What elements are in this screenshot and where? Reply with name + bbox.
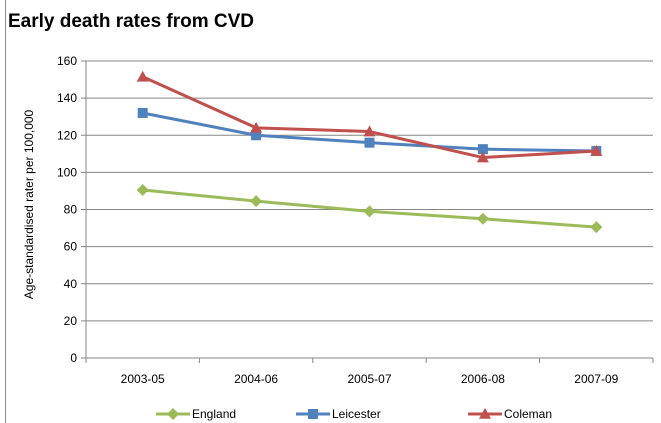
x-tick-label: 2004-06 bbox=[234, 372, 278, 386]
data-point bbox=[250, 121, 263, 133]
y-tick-label: 140 bbox=[57, 91, 77, 105]
data-point bbox=[590, 145, 603, 156]
legend-item: Leicester bbox=[296, 407, 381, 421]
x-tick-label: 2005-07 bbox=[347, 372, 391, 386]
y-tick-label: 160 bbox=[57, 54, 77, 68]
series bbox=[136, 70, 603, 234]
series-coleman bbox=[136, 70, 603, 163]
x-tick-labels: 2003-05 2004-06 2005-07 2006-08 2007-09 bbox=[85, 358, 654, 386]
data-point bbox=[476, 151, 489, 163]
y-tick-label: 20 bbox=[64, 314, 78, 328]
data-point bbox=[363, 205, 376, 218]
data-point bbox=[136, 70, 149, 82]
x-tick-label: 2006-08 bbox=[461, 372, 505, 386]
frame-left-border bbox=[5, 0, 6, 423]
y-tick-label: 80 bbox=[64, 203, 78, 217]
legend-marker bbox=[167, 408, 179, 420]
legend-label: Leicester bbox=[332, 407, 381, 421]
series-england bbox=[136, 184, 603, 234]
x-tick-label: 2003-05 bbox=[121, 372, 165, 386]
y-tick-label: 0 bbox=[70, 351, 77, 365]
legend-marker bbox=[308, 409, 318, 419]
data-point bbox=[590, 221, 603, 234]
data-point bbox=[364, 137, 375, 148]
y-tick-label: 60 bbox=[64, 240, 78, 254]
gridlines bbox=[86, 60, 653, 322]
data-point bbox=[363, 125, 376, 137]
y-tick-label: 120 bbox=[57, 128, 77, 142]
legend-marker bbox=[479, 408, 491, 419]
x-tick-label: 2007-09 bbox=[574, 372, 618, 386]
data-point bbox=[250, 195, 263, 208]
chart-title: Early death rates from CVD bbox=[8, 11, 255, 32]
data-point bbox=[136, 184, 149, 197]
legend-label: Coleman bbox=[504, 407, 552, 421]
legend-item: England bbox=[156, 407, 236, 421]
data-point bbox=[251, 130, 262, 141]
y-tick-label: 40 bbox=[64, 277, 78, 291]
data-point bbox=[477, 144, 488, 155]
y-axis-label: Age-standardised rater per 100,000 bbox=[22, 109, 36, 299]
legend-label: England bbox=[192, 407, 236, 421]
data-point bbox=[476, 212, 489, 225]
y-tick-labels: 0 20 40 60 80 100 120 140 160 bbox=[57, 54, 86, 365]
data-point bbox=[137, 107, 148, 118]
legend-item: Coleman bbox=[468, 407, 552, 421]
y-tick-label: 100 bbox=[57, 165, 77, 179]
legend: England Leicester Coleman bbox=[156, 407, 552, 421]
